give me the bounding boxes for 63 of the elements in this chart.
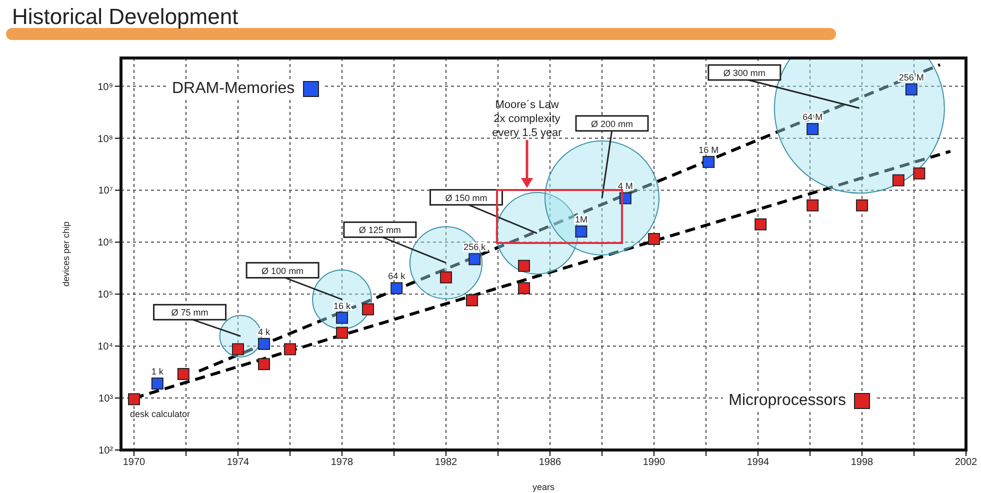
annotation: 256 M [898, 72, 924, 82]
point [575, 226, 588, 238]
x-tick-label: 1998 [850, 457, 874, 468]
point [336, 326, 348, 339]
point [390, 282, 403, 294]
annotation: 1M [574, 214, 588, 225]
y-tick-label: 10⁴ [98, 342, 113, 353]
annotation: Ø 75 mm [171, 308, 208, 318]
x-tick-label: 1990 [642, 457, 666, 468]
point [177, 368, 190, 380]
y-tick-label: 10⁸ [98, 134, 113, 145]
x-tick-label: 2002 [954, 457, 978, 468]
annotation: 1 k [151, 366, 164, 377]
annotation: Ø 150 mm [445, 192, 488, 203]
x-tick-label: 1986 [538, 457, 562, 468]
point [518, 282, 530, 294]
annotation: Ø 200 mm [590, 118, 634, 129]
annotation: Ø 125 mm [358, 225, 401, 236]
y-axis-title: devices per chip [61, 221, 72, 287]
point [806, 123, 819, 136]
annotation: 64 k [388, 271, 406, 282]
x-tick-label: 1974 [226, 457, 250, 468]
point [468, 253, 481, 266]
annotation: Ø 100 mm [262, 266, 304, 276]
point [648, 233, 660, 245]
point [336, 312, 348, 324]
x-tick-label: 1994 [746, 457, 770, 468]
point [151, 378, 164, 390]
chart-title: Historical Development [12, 4, 238, 30]
point [284, 343, 296, 356]
x-axis-title: years [532, 482, 555, 492]
annotation: 256 k [464, 242, 486, 252]
annotation: Moore´s Law 2x complexity every 1.5 year [492, 99, 562, 139]
point [232, 343, 244, 356]
annotation: Ø 300 mm [723, 68, 766, 78]
annotation: 16 M [698, 144, 719, 155]
y-tick-label: 10⁷ [98, 186, 114, 197]
point [440, 271, 452, 284]
point [754, 218, 767, 230]
point [702, 156, 715, 168]
point [128, 393, 140, 406]
point [892, 174, 904, 186]
y-tick-label: 10⁹ [98, 82, 113, 93]
legend-label: DRAM-Memories [172, 80, 295, 98]
point [856, 199, 868, 212]
point [466, 294, 478, 306]
point [905, 83, 918, 96]
point [518, 260, 530, 272]
annotation: desk calculator [130, 409, 190, 420]
point [258, 358, 270, 370]
y-tick-label: 10⁵ [98, 290, 113, 301]
y-tick-label: 10³ [98, 394, 114, 405]
y-tick-label: 10⁶ [98, 238, 113, 249]
y-tick-label: 10² [98, 446, 114, 457]
point [913, 167, 926, 180]
x-tick-label: 1970 [122, 457, 146, 468]
point [258, 338, 270, 350]
annotation: 4 M [618, 181, 633, 192]
point [362, 303, 374, 316]
x-tick-label: 1978 [330, 457, 354, 468]
legend-label: Microprocessors [728, 392, 846, 410]
x-tick-label: 1982 [434, 457, 458, 468]
point [806, 199, 819, 212]
